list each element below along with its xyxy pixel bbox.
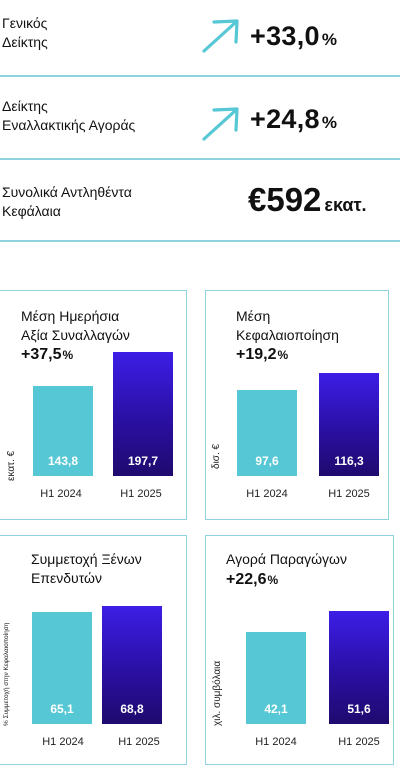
capital-raised-label-line2: Κεφάλαια	[2, 203, 61, 219]
chart-ylabel: χιλ. συμβόλαια	[212, 660, 223, 726]
capital-raised-label-line1: Συνολικά Αντληθέντα	[2, 184, 132, 200]
alt-market-index-label-line1: Δείκτης	[2, 98, 48, 114]
kpi-divider	[0, 75, 400, 77]
chart-bar-h1-2025: 51,6	[329, 611, 389, 724]
chart-xlabel: H1 2024	[246, 488, 288, 500]
chart-bar-value: 97,6	[255, 454, 279, 468]
chart-bar-h1-2025: 116,3	[319, 373, 379, 476]
chart-bar-h1-2025: 197,7	[113, 352, 173, 476]
chart-bar-h1-2024: 42,1	[246, 632, 306, 724]
chart-bar-h1-2024: 97,6	[237, 390, 297, 476]
chart-title-line2: Επενδυτών	[31, 570, 102, 586]
chart-title-line1: Μέση	[236, 308, 271, 324]
chart-growth-unit: %	[267, 573, 279, 587]
chart-bar-value: 197,7	[127, 454, 159, 468]
general-index-number: +33,0	[250, 21, 320, 51]
general-index-label-line2: Δείκτης	[2, 34, 48, 50]
chart-title: Μέση Κεφαλαιοποίηση	[236, 307, 339, 345]
chart-ylabel: δισ. €	[211, 443, 222, 469]
chart-xlabel: H1 2025	[118, 736, 160, 748]
chart-bar-value: 68,8	[120, 702, 144, 716]
chart-growth-unit: %	[277, 348, 289, 362]
chart-bar-value: 42,1	[264, 702, 288, 716]
chart-plot: 143,8 197,7	[31, 352, 173, 476]
capital-raised-unit: εκατ.	[324, 195, 367, 215]
general-index-label-line1: Γενικός	[2, 15, 48, 31]
kpi-divider	[0, 240, 400, 242]
general-index-value: +33,0%	[250, 21, 337, 52]
chart-title-line1: Συμμετοχή Ξένων	[31, 551, 142, 567]
arrow-up-right-icon	[202, 19, 239, 53]
chart-bar-value: 116,3	[334, 454, 364, 468]
chart-xlabel: H1 2024	[42, 736, 84, 748]
chart-bar-value: 51,6	[347, 702, 371, 716]
chart-growth: +19,2%	[236, 346, 288, 364]
chart-xlabel: H1 2024	[40, 488, 82, 500]
chart-card-foreign-investors: Συμμετοχή Ξένων Επενδυτών % Συμμετοχή στ…	[0, 535, 187, 765]
chart-xlabel: H1 2025	[328, 488, 370, 500]
arrow-up-right-icon	[202, 107, 239, 141]
chart-xlabel: H1 2025	[120, 488, 162, 500]
chart-xlabel: H1 2025	[338, 736, 380, 748]
chart-title: Αγορά Παραγώγων	[226, 550, 347, 569]
chart-plot: 65,1 68,8	[32, 606, 167, 724]
general-index-label: Γενικός Δείκτης	[2, 14, 48, 52]
chart-title: Συμμετοχή Ξένων Επενδυτών	[31, 550, 142, 588]
alt-market-index-value: +24,8%	[250, 104, 337, 135]
chart-title: Μέση Ημερήσια Αξία Συναλλαγών	[21, 307, 130, 345]
chart-card-avg-capitalization: Μέση Κεφαλαιοποίηση +19,2% δισ. € 97,6 1…	[205, 290, 389, 520]
chart-ylabel: εκατ. €	[6, 450, 17, 481]
chart-plot: 97,6 116,3	[237, 373, 379, 476]
chart-title-line2: Κεφαλαιοποίηση	[236, 327, 339, 343]
chart-growth: +22,6%	[226, 571, 278, 589]
kpi-divider	[0, 158, 400, 160]
capital-raised-label: Συνολικά Αντληθέντα Κεφάλαια	[2, 183, 132, 221]
chart-title-line2: Αξία Συναλλαγών	[21, 327, 130, 343]
chart-growth-value: +19,2	[236, 346, 277, 363]
chart-bar-value: 65,1	[50, 702, 74, 716]
general-index-unit: %	[321, 30, 338, 49]
alt-market-index-label: Δείκτης Εναλλακτικής Αγοράς	[2, 97, 135, 135]
chart-plot: 42,1 51,6	[246, 611, 389, 724]
chart-growth-value: +37,5	[21, 346, 62, 363]
chart-bar-h1-2024: 143,8	[33, 386, 93, 476]
chart-card-avg-daily-value: Μέση Ημερήσια Αξία Συναλλαγών +37,5% εκα…	[0, 290, 187, 520]
chart-bar-h1-2024: 65,1	[32, 612, 92, 724]
chart-xlabel: H1 2024	[255, 736, 297, 748]
capital-raised-value: €592 εκατ.	[248, 181, 367, 219]
chart-ylabel: % Συμμετοχή στην Κεφαλαιοποίηση	[3, 622, 10, 726]
chart-title-line1: Μέση Ημερήσια	[21, 308, 120, 324]
alt-market-index-label-line2: Εναλλακτικής Αγοράς	[2, 117, 136, 133]
chart-bar-h1-2025: 68,8	[102, 606, 162, 724]
chart-bar-value: 143,8	[47, 454, 79, 468]
chart-growth: +37,5%	[21, 346, 73, 364]
chart-growth-value: +22,6	[226, 571, 267, 588]
chart-card-derivatives-market: Αγορά Παραγώγων +22,6% χιλ. συμβόλαια 42…	[205, 535, 394, 765]
chart-growth-unit: %	[62, 348, 74, 362]
alt-market-index-unit: %	[321, 113, 338, 132]
capital-raised-number: €592	[248, 181, 322, 218]
chart-title-line1: Αγορά Παραγώγων	[226, 551, 347, 567]
alt-market-index-number: +24,8	[250, 104, 320, 134]
